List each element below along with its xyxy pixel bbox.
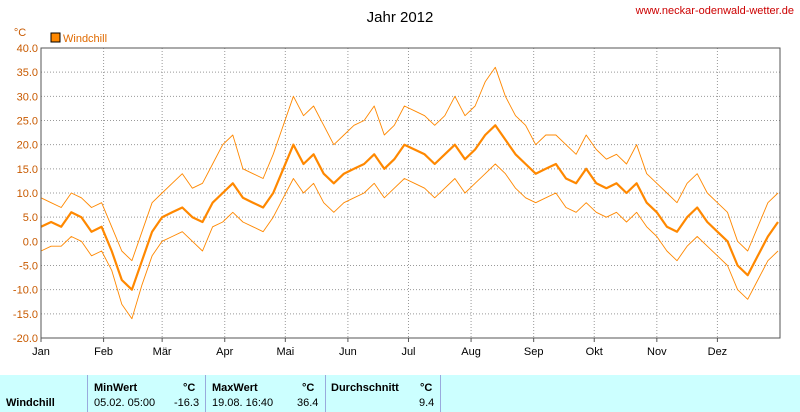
y-tick-label: 35.0 [17, 67, 38, 79]
x-tick-label: Nov [647, 346, 667, 358]
y-tick-label: 15.0 [17, 164, 38, 176]
series-line-mean [40, 124, 779, 291]
x-tick-label: Apr [216, 346, 233, 358]
y-unit-label: °C [14, 27, 26, 39]
y-tick-label: 20.0 [17, 140, 38, 152]
legend-label: Windchill [63, 33, 107, 45]
y-tick-label: -15.0 [13, 309, 38, 321]
min-unit: °C [183, 382, 196, 394]
x-tick-label: Jul [401, 346, 415, 358]
y-tick-label: -10.0 [13, 285, 38, 297]
max-datetime: 19.08. 16:40 [212, 397, 274, 409]
x-tick-label: Dez [708, 346, 728, 358]
max-value: 36.4 [297, 397, 319, 409]
y-tick-label: -5.0 [19, 261, 38, 273]
stats-row-label: Windchill [6, 397, 55, 409]
x-tick-label: Mär [153, 346, 172, 358]
min-datetime: 05.02. 05:00 [94, 397, 156, 409]
chart-title: Jahr 2012 [367, 9, 434, 26]
x-tick-label: Okt [586, 346, 603, 358]
stats-bar: Windchill MinWert °C 05.02. 05:00 -16.3 … [0, 375, 800, 412]
windchill-chart: Jahr 2012 www.neckar-odenwald-wetter.de … [13, 5, 794, 358]
y-tick-label: -20.0 [13, 333, 38, 345]
x-tick-label: Aug [461, 346, 481, 358]
x-axis-ticks: Jan Feb Mär Apr Mai Jun Jul Aug Sep Okt Nov Dez [32, 338, 727, 358]
source-url[interactable]: www.neckar-odenwald-wetter.de [635, 5, 794, 17]
x-tick-label: Sep [524, 346, 544, 358]
y-tick-label: 30.0 [17, 91, 38, 103]
y-tick-label: 25.0 [17, 116, 38, 128]
max-header: MaxWert [212, 382, 258, 394]
avg-unit: °C [420, 382, 433, 394]
min-header: MinWert [94, 382, 138, 394]
y-tick-label: 5.0 [23, 212, 38, 224]
avg-header: Durchschnitt [331, 382, 399, 394]
series-line-max [40, 66, 779, 262]
y-tick-label: 40.0 [17, 43, 38, 55]
x-tick-label: Jun [339, 346, 357, 358]
series-lines [40, 66, 779, 320]
min-value: -16.3 [174, 397, 200, 409]
series-line-min [40, 163, 779, 320]
max-unit: °C [302, 382, 315, 394]
x-tick-label: Mai [276, 346, 294, 358]
plot-frame [40, 47, 781, 339]
x-tick-label: Feb [94, 346, 113, 358]
avg-value: 9.4 [419, 397, 435, 409]
x-tick-label: Jan [32, 346, 50, 358]
y-tick-label: 10.0 [17, 188, 38, 200]
grid-lines [41, 48, 780, 338]
legend-swatch [50, 32, 61, 43]
y-axis-ticks: 40.0 35.0 30.0 25.0 20.0 15.0 10.0 5.0 0.0 -5.0 -1… [13, 43, 38, 345]
y-tick-label: 0.0 [23, 236, 38, 248]
